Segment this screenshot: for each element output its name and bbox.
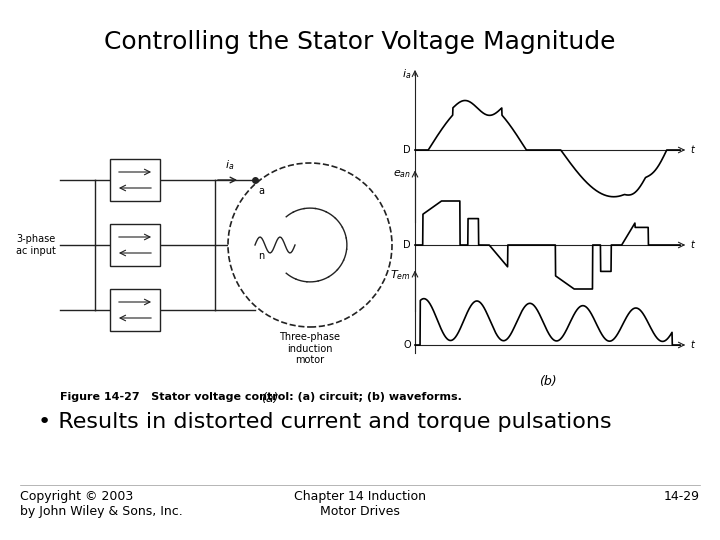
Bar xyxy=(110,289,160,331)
Text: (a): (a) xyxy=(261,392,279,405)
Text: Controlling the Stator Voltage Magnitude: Controlling the Stator Voltage Magnitude xyxy=(104,30,616,54)
Text: t: t xyxy=(690,240,694,250)
Text: D: D xyxy=(403,145,411,155)
Text: $i_a$: $i_a$ xyxy=(225,158,234,172)
Text: $T_{em}$: $T_{em}$ xyxy=(390,268,411,282)
Text: a: a xyxy=(258,186,264,196)
Text: $e_{an}$: $e_{an}$ xyxy=(393,168,411,180)
Text: t: t xyxy=(690,340,694,350)
Text: D: D xyxy=(403,240,411,250)
Text: 3-phase
ac input: 3-phase ac input xyxy=(16,234,56,256)
Text: 14-29: 14-29 xyxy=(664,490,700,503)
Text: (b): (b) xyxy=(539,375,557,388)
Text: O: O xyxy=(403,340,411,350)
Text: n: n xyxy=(258,251,264,261)
Bar xyxy=(110,224,160,266)
Text: Figure 14-27   Stator voltage control: (a) circuit; (b) waveforms.: Figure 14-27 Stator voltage control: (a)… xyxy=(60,392,462,402)
Text: Chapter 14 Induction
Motor Drives: Chapter 14 Induction Motor Drives xyxy=(294,490,426,518)
Circle shape xyxy=(228,163,392,327)
Text: Copyright © 2003
by John Wiley & Sons, Inc.: Copyright © 2003 by John Wiley & Sons, I… xyxy=(20,490,183,518)
Text: $i_a$: $i_a$ xyxy=(402,68,411,82)
Bar xyxy=(110,159,160,201)
Text: • Results in distorted current and torque pulsations: • Results in distorted current and torqu… xyxy=(38,412,611,432)
Text: t: t xyxy=(690,145,694,155)
Text: Three-phase
induction
motor: Three-phase induction motor xyxy=(279,332,341,365)
